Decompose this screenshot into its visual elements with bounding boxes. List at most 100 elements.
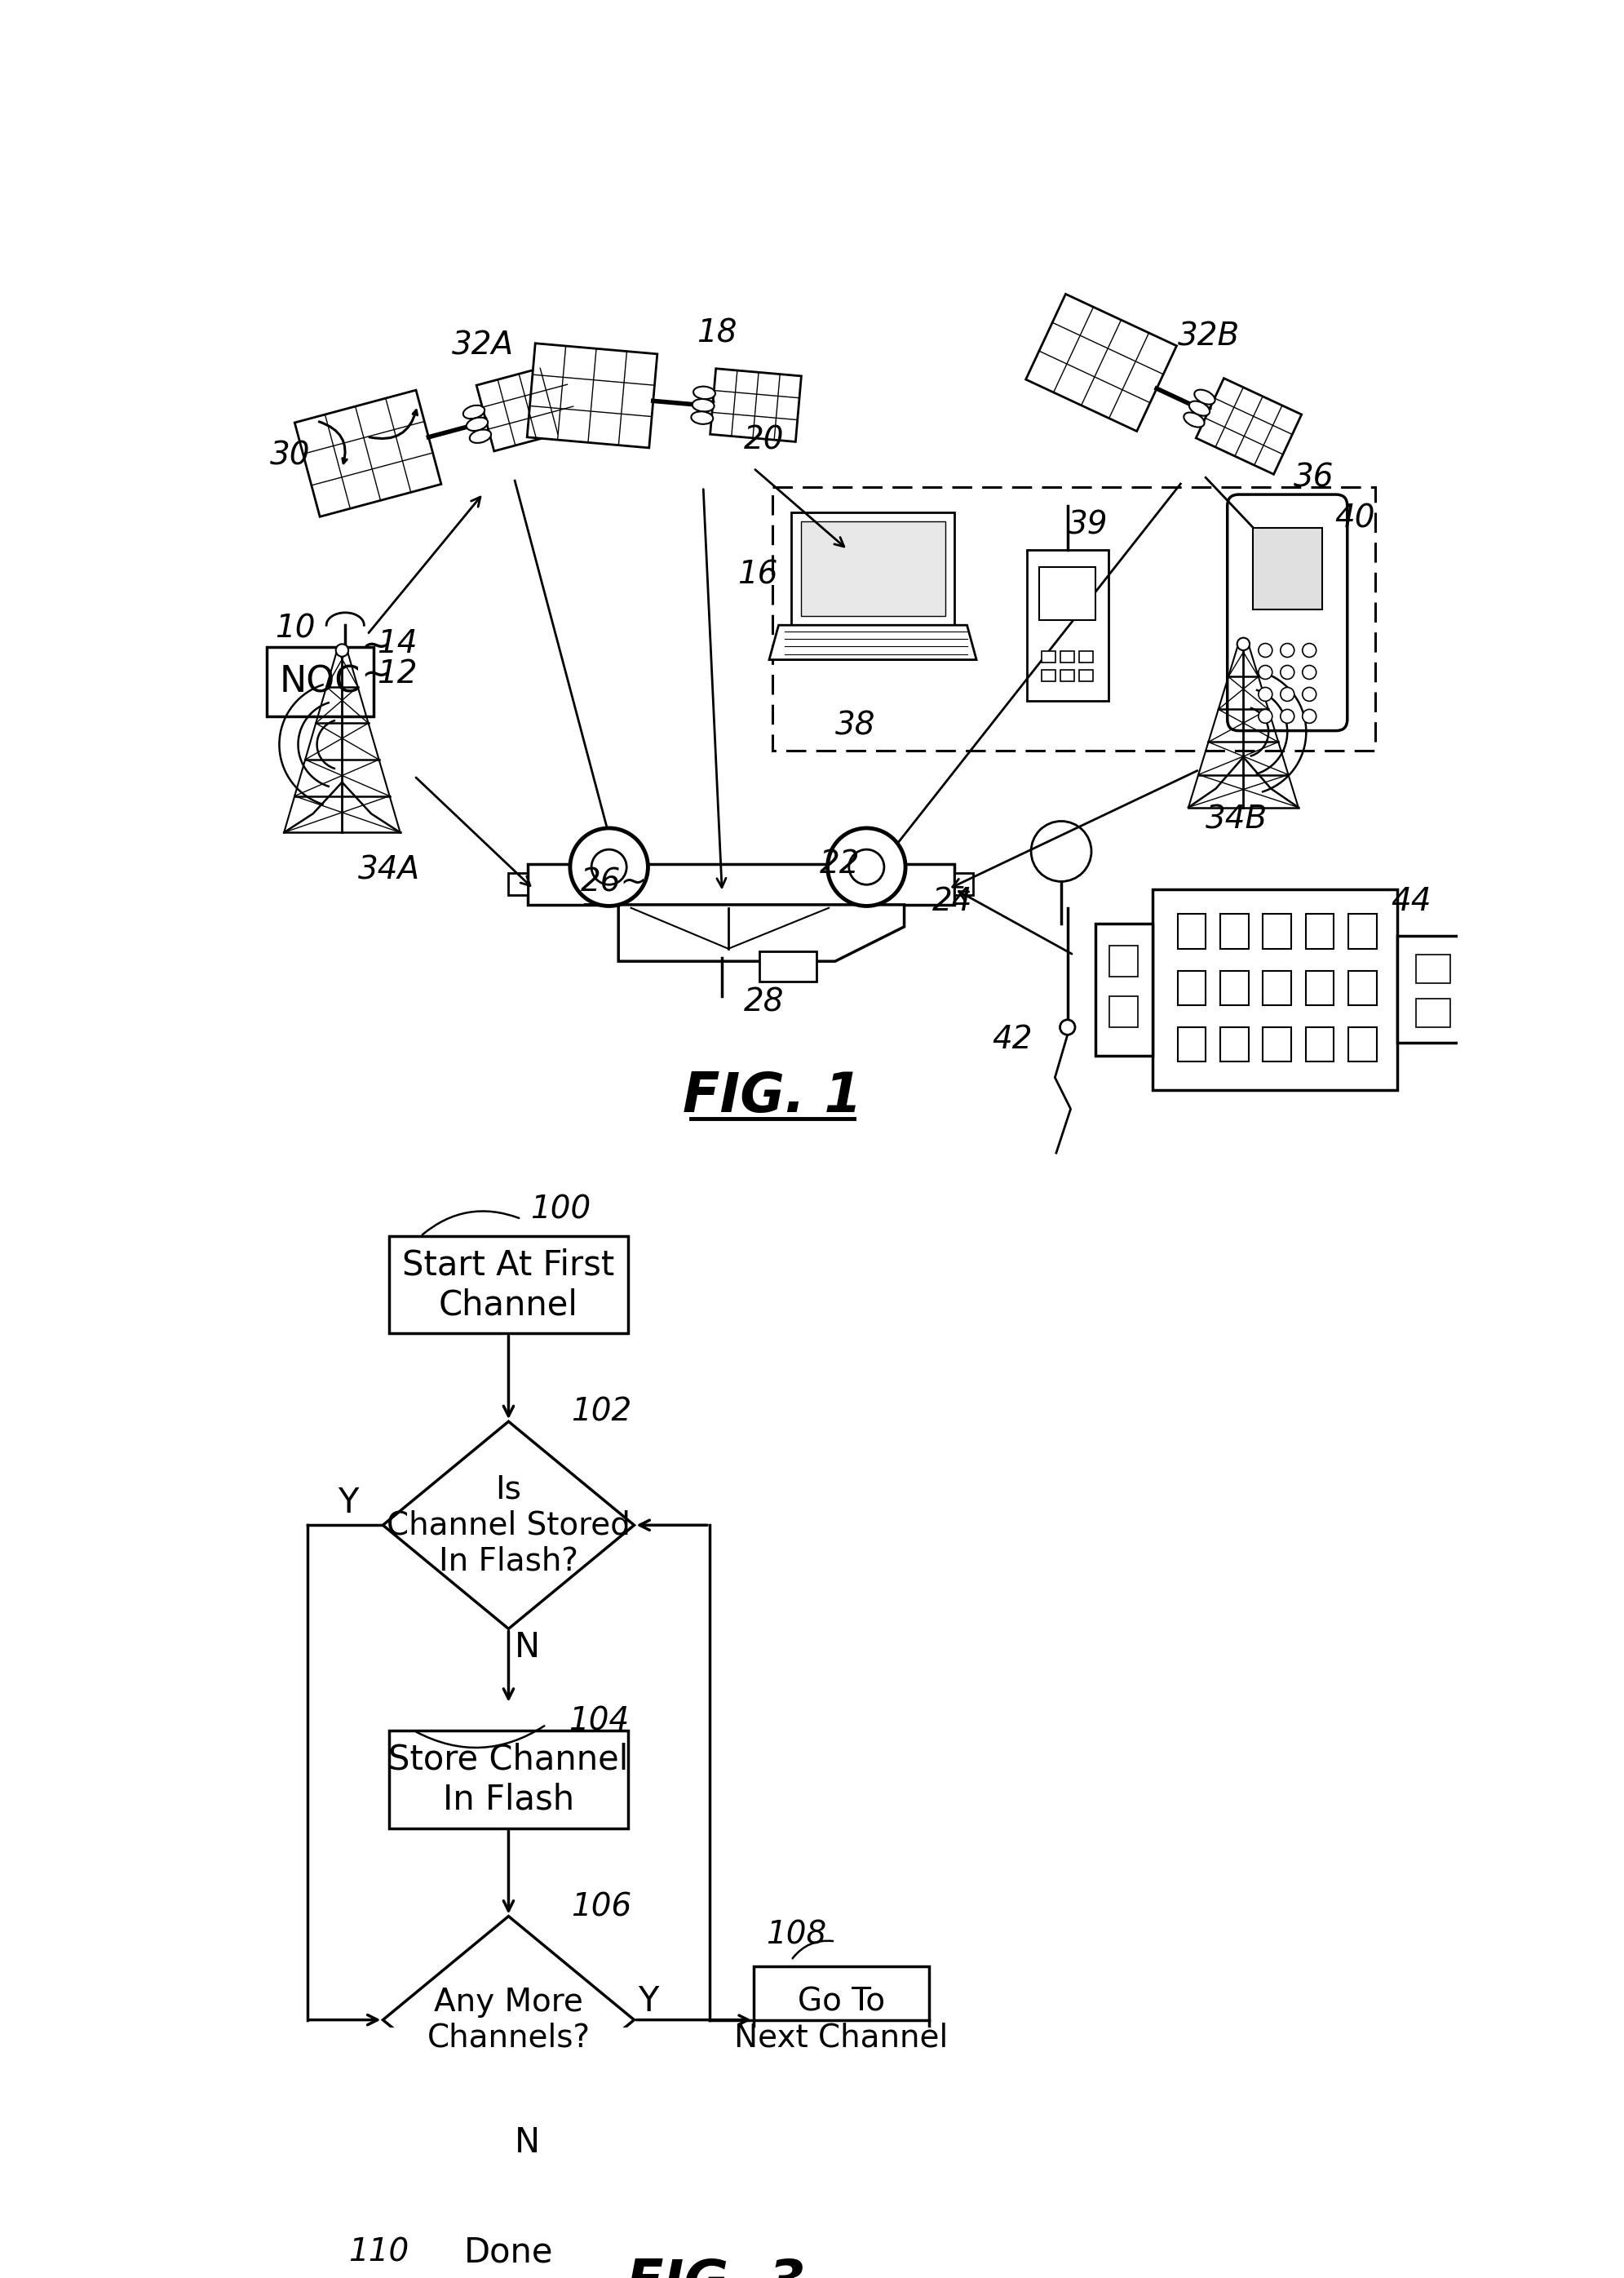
Polygon shape — [1096, 923, 1153, 1055]
Polygon shape — [1153, 888, 1397, 1091]
Polygon shape — [1263, 1027, 1291, 1062]
FancyBboxPatch shape — [421, 2203, 596, 2278]
Text: 106: 106 — [572, 1891, 632, 1923]
Polygon shape — [1177, 913, 1205, 948]
FancyBboxPatch shape — [266, 647, 374, 715]
Text: 42: 42 — [992, 1025, 1033, 1055]
Polygon shape — [1220, 1027, 1249, 1062]
Text: 18: 18 — [697, 317, 737, 349]
FancyBboxPatch shape — [754, 1966, 929, 2073]
Polygon shape — [383, 1916, 633, 2123]
Polygon shape — [770, 624, 976, 661]
FancyBboxPatch shape — [476, 362, 580, 451]
Text: 100: 100 — [531, 1194, 591, 1226]
Text: 14: 14 — [377, 629, 417, 661]
FancyBboxPatch shape — [710, 369, 801, 442]
Circle shape — [591, 850, 627, 884]
FancyBboxPatch shape — [1060, 652, 1075, 663]
Text: Y: Y — [338, 1485, 359, 1519]
Circle shape — [1302, 665, 1315, 679]
Circle shape — [1280, 642, 1294, 658]
Text: Go To
Next Channel: Go To Next Channel — [734, 1986, 948, 2052]
Text: 10: 10 — [274, 613, 315, 645]
FancyBboxPatch shape — [1195, 378, 1301, 474]
Polygon shape — [1348, 1027, 1377, 1062]
Text: 34B: 34B — [1205, 804, 1268, 836]
Polygon shape — [1348, 970, 1377, 1005]
Circle shape — [1259, 642, 1272, 658]
Circle shape — [1280, 708, 1294, 722]
FancyBboxPatch shape — [390, 1237, 628, 1333]
Text: FIG. 3: FIG. 3 — [627, 2257, 806, 2278]
Ellipse shape — [1184, 412, 1205, 428]
FancyBboxPatch shape — [1041, 652, 1056, 663]
FancyBboxPatch shape — [1060, 670, 1075, 681]
Circle shape — [1302, 642, 1315, 658]
Text: 102: 102 — [572, 1396, 632, 1428]
Text: NOC: NOC — [279, 665, 361, 699]
Text: 30: 30 — [270, 440, 310, 472]
Text: 20: 20 — [744, 424, 784, 456]
Text: 22: 22 — [820, 847, 859, 879]
Text: 110: 110 — [349, 2237, 409, 2269]
Polygon shape — [1348, 913, 1377, 948]
Text: FIG. 1: FIG. 1 — [682, 1068, 862, 1123]
Circle shape — [570, 829, 648, 907]
Circle shape — [1259, 665, 1272, 679]
Text: 12: 12 — [377, 658, 417, 690]
Text: 39: 39 — [1067, 510, 1108, 540]
Polygon shape — [1220, 913, 1249, 948]
Text: 44: 44 — [1392, 886, 1431, 918]
Text: Store Channel
In Flash: Store Channel In Flash — [388, 1743, 628, 1816]
Text: N: N — [515, 1631, 541, 1665]
FancyBboxPatch shape — [390, 1731, 628, 1829]
Text: 36: 36 — [1294, 462, 1333, 492]
Ellipse shape — [692, 412, 713, 424]
FancyBboxPatch shape — [294, 390, 442, 517]
Polygon shape — [1306, 913, 1333, 948]
Text: Y: Y — [638, 1984, 658, 2018]
Polygon shape — [528, 863, 955, 904]
Polygon shape — [1416, 1000, 1450, 1027]
Text: 32A: 32A — [451, 330, 515, 362]
Polygon shape — [791, 513, 955, 624]
Polygon shape — [508, 872, 528, 895]
Ellipse shape — [692, 399, 715, 412]
Circle shape — [1031, 820, 1091, 882]
FancyBboxPatch shape — [1252, 528, 1322, 611]
Circle shape — [1237, 638, 1249, 649]
Polygon shape — [955, 872, 973, 895]
Ellipse shape — [466, 417, 487, 431]
Polygon shape — [383, 1421, 633, 1629]
Polygon shape — [1306, 970, 1333, 1005]
Text: 24: 24 — [932, 886, 973, 918]
Polygon shape — [1397, 936, 1479, 1043]
Polygon shape — [1177, 970, 1205, 1005]
Polygon shape — [1220, 970, 1249, 1005]
Text: ~: ~ — [361, 658, 391, 693]
Text: Is
Channel Stored
In Flash?: Is Channel Stored In Flash? — [387, 1474, 630, 1576]
Text: ~: ~ — [361, 629, 391, 665]
Polygon shape — [1416, 954, 1450, 984]
Circle shape — [1259, 688, 1272, 702]
Text: 34A: 34A — [357, 854, 421, 886]
FancyBboxPatch shape — [1039, 567, 1096, 620]
Circle shape — [1280, 665, 1294, 679]
Polygon shape — [1263, 913, 1291, 948]
Text: 32B: 32B — [1177, 321, 1239, 351]
Circle shape — [828, 829, 906, 907]
Circle shape — [1302, 688, 1315, 702]
FancyBboxPatch shape — [1228, 494, 1348, 731]
FancyBboxPatch shape — [528, 344, 658, 449]
Polygon shape — [1306, 1027, 1333, 1062]
Ellipse shape — [1194, 390, 1215, 405]
Text: 16: 16 — [737, 560, 778, 590]
Polygon shape — [1109, 995, 1138, 1027]
Text: 26~: 26~ — [581, 868, 648, 898]
Ellipse shape — [693, 387, 715, 399]
Circle shape — [849, 850, 883, 884]
Circle shape — [336, 645, 349, 656]
FancyBboxPatch shape — [1026, 549, 1108, 702]
Polygon shape — [1263, 970, 1291, 1005]
Text: Done: Done — [464, 2235, 554, 2269]
